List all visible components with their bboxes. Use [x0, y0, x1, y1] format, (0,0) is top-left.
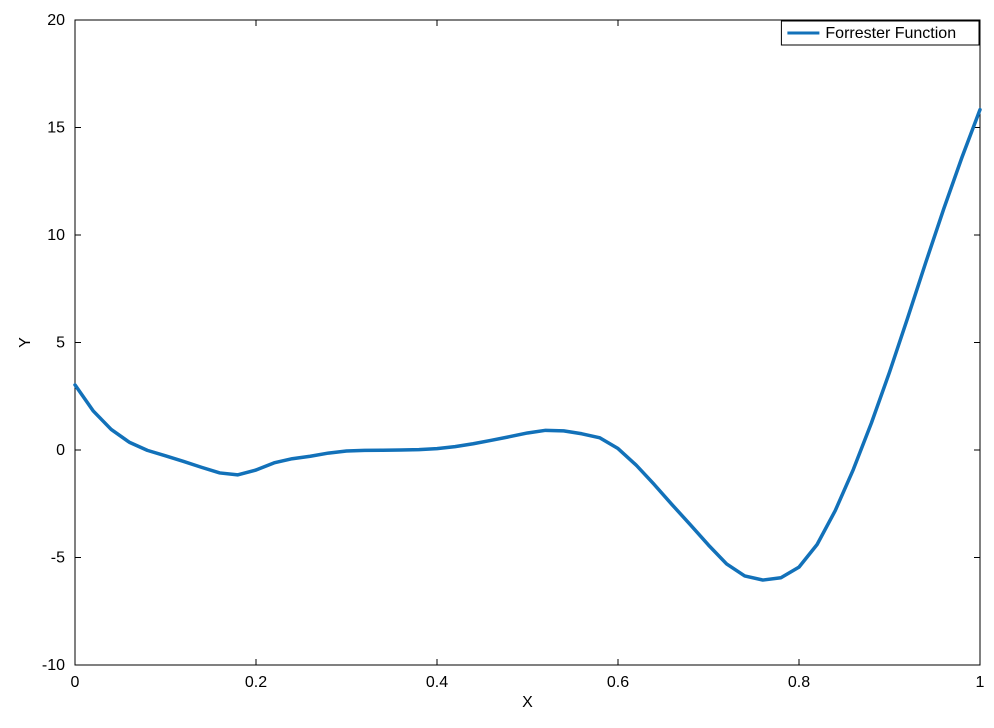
- y-axis-label: Y: [17, 337, 34, 348]
- x-tick-label: 0.4: [426, 674, 448, 691]
- x-tick-label: 0: [71, 674, 80, 691]
- y-tick-label: -10: [42, 657, 65, 674]
- y-tick-label: 15: [47, 120, 65, 137]
- y-tick-label: 10: [47, 227, 65, 244]
- series-line: [75, 110, 980, 580]
- y-tick-label: 0: [56, 442, 65, 459]
- y-tick-label: 5: [56, 335, 65, 352]
- y-tick-label: 20: [47, 12, 65, 29]
- chart-container: 0 0.2 0.4 0.6 0.8 1 -10 -5 0 5 10 15 20 X Y Forrester F…: [0, 0, 994, 728]
- y-tick-label: -5: [51, 550, 65, 567]
- legend-label: Forrester Function: [825, 25, 956, 42]
- plot-box: [75, 20, 980, 665]
- x-axis-label: X: [522, 694, 533, 711]
- line-chart: 0 0.2 0.4 0.6 0.8 1 -10 -5 0 5 10 15 20 X Y Forrester F…: [0, 0, 994, 728]
- x-tick-label: 0.6: [607, 674, 629, 691]
- x-tick-label: 0.8: [788, 674, 810, 691]
- x-tick-label: 1: [976, 674, 985, 691]
- x-tick-label: 0.2: [245, 674, 267, 691]
